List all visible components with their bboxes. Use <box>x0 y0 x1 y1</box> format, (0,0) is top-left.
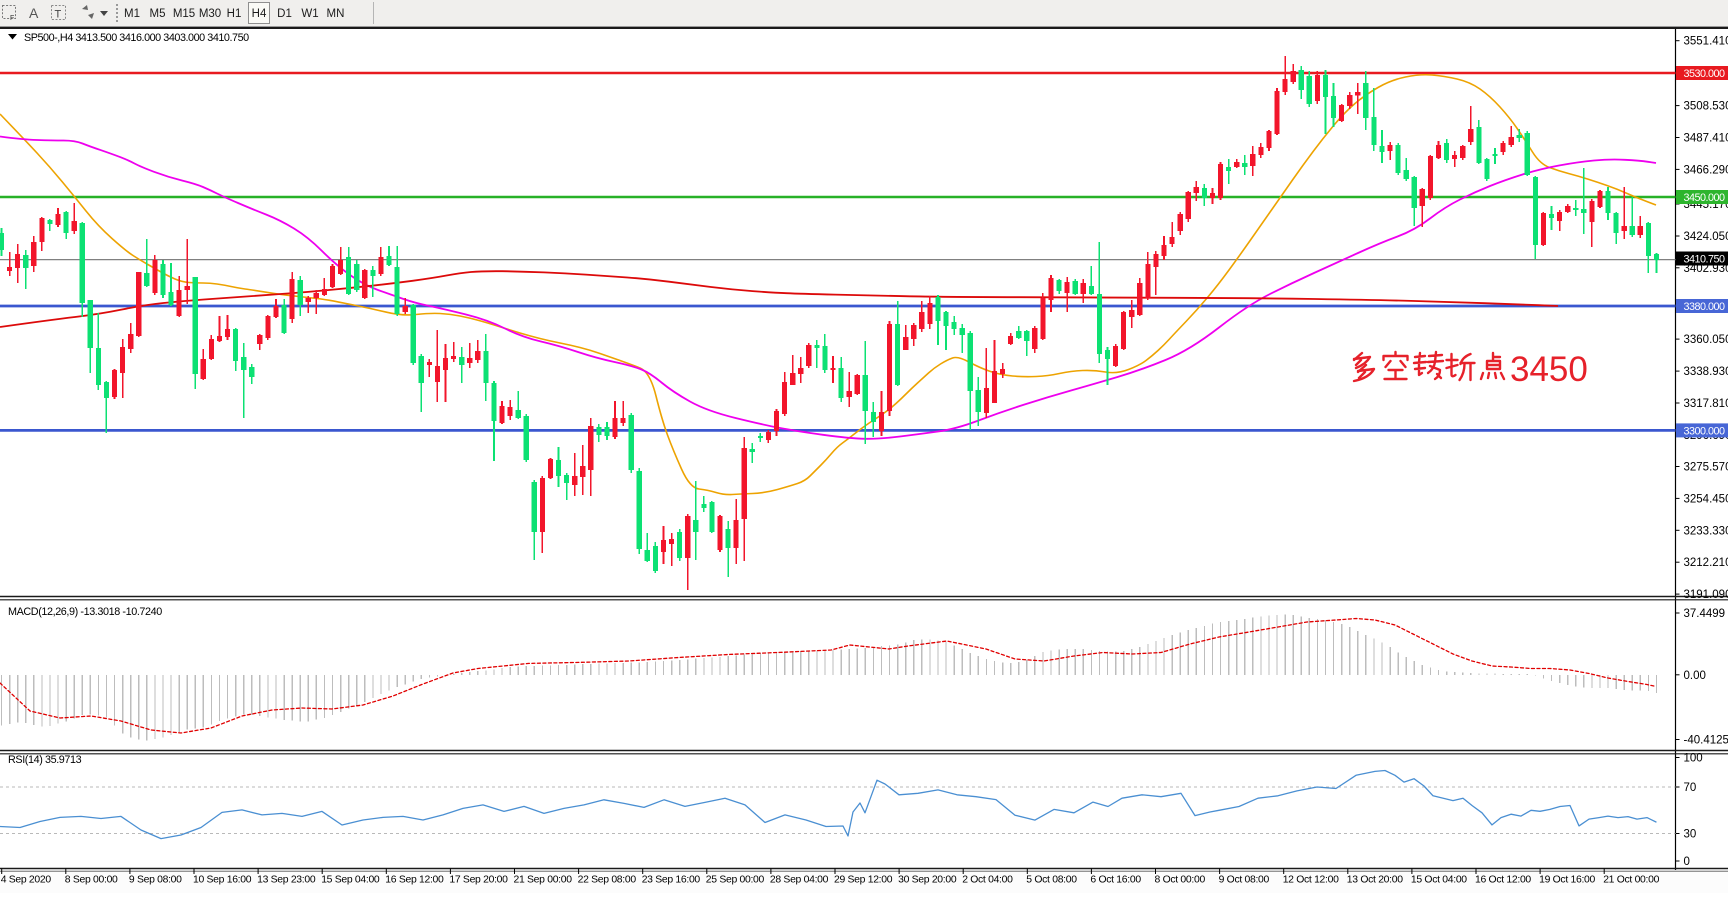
svg-text:6 Oct 16:00: 6 Oct 16:00 <box>1090 875 1141 886</box>
svg-text:3410.750: 3410.750 <box>1684 254 1726 266</box>
svg-text:3233.330: 3233.330 <box>1684 525 1728 537</box>
svg-text:3380.000: 3380.000 <box>1684 301 1726 313</box>
svg-text:M1: M1 <box>124 8 140 20</box>
svg-text:16 Oct 12:00: 16 Oct 12:00 <box>1475 875 1531 886</box>
svg-text:H4: H4 <box>252 8 267 20</box>
svg-text:M30: M30 <box>199 8 221 20</box>
svg-text:3338.930: 3338.930 <box>1684 366 1728 378</box>
svg-text:3317.810: 3317.810 <box>1684 398 1728 410</box>
svg-text:3191.090: 3191.090 <box>1684 589 1728 601</box>
svg-text:3508.530: 3508.530 <box>1684 101 1728 113</box>
svg-text:15 Sep 04:00: 15 Sep 04:00 <box>321 875 380 886</box>
svg-text:10 Sep 16:00: 10 Sep 16:00 <box>193 875 252 886</box>
svg-text:22 Sep 08:00: 22 Sep 08:00 <box>578 875 637 886</box>
svg-text:MN: MN <box>327 8 345 20</box>
svg-text:0.00: 0.00 <box>1684 670 1706 682</box>
svg-text:16 Sep 12:00: 16 Sep 12:00 <box>385 875 444 886</box>
svg-text:A: A <box>29 5 39 21</box>
svg-text:0: 0 <box>1684 856 1690 868</box>
svg-text:2 Oct 04:00: 2 Oct 04:00 <box>962 875 1013 886</box>
svg-text:3450.000: 3450.000 <box>1684 192 1726 204</box>
svg-text:100: 100 <box>1684 753 1703 765</box>
svg-text:3360.050: 3360.050 <box>1684 334 1728 346</box>
svg-text:12 Oct 12:00: 12 Oct 12:00 <box>1283 875 1339 886</box>
svg-text:4 Sep 2020: 4 Sep 2020 <box>1 875 52 886</box>
svg-text:3530.000: 3530.000 <box>1684 68 1726 80</box>
svg-text:3212.210: 3212.210 <box>1684 557 1728 569</box>
svg-text:19 Oct 16:00: 19 Oct 16:00 <box>1539 875 1595 886</box>
svg-text:8 Sep 00:00: 8 Sep 00:00 <box>65 875 118 886</box>
svg-text:30: 30 <box>1684 829 1697 841</box>
svg-text:-40.4125: -40.4125 <box>1684 735 1728 747</box>
svg-text:3424.050: 3424.050 <box>1684 231 1728 243</box>
svg-text:9 Oct 08:00: 9 Oct 08:00 <box>1219 875 1270 886</box>
svg-text:SP500-,H4 3413.500 3416.000 3: SP500-,H4 3413.500 3416.000 3403.000 341… <box>24 32 249 44</box>
svg-text:29 Sep 12:00: 29 Sep 12:00 <box>834 875 893 886</box>
svg-text:RSI(14) 35.9713: RSI(14) 35.9713 <box>8 754 82 766</box>
svg-text:17 Sep 20:00: 17 Sep 20:00 <box>449 875 508 886</box>
svg-text:13 Sep 23:00: 13 Sep 23:00 <box>257 875 316 886</box>
svg-text:3275.570: 3275.570 <box>1684 462 1728 474</box>
svg-text:T: T <box>55 9 62 21</box>
svg-text:5 Oct 08:00: 5 Oct 08:00 <box>1026 875 1077 886</box>
svg-text:3551.410: 3551.410 <box>1684 36 1728 48</box>
svg-text:W1: W1 <box>301 8 318 20</box>
svg-text:D1: D1 <box>277 8 292 20</box>
svg-text:37.4499: 37.4499 <box>1684 608 1726 620</box>
svg-text:3466.290: 3466.290 <box>1684 164 1728 176</box>
svg-text:21 Sep 00:00: 21 Sep 00:00 <box>514 875 573 886</box>
svg-text:28 Sep 04:00: 28 Sep 04:00 <box>770 875 829 886</box>
svg-text:9 Sep 08:00: 9 Sep 08:00 <box>129 875 182 886</box>
svg-text:70: 70 <box>1684 782 1697 794</box>
svg-text:15 Oct 04:00: 15 Oct 04:00 <box>1411 875 1467 886</box>
svg-text:21 Oct 00:00: 21 Oct 00:00 <box>1603 875 1659 886</box>
svg-text:3254.450: 3254.450 <box>1684 493 1728 505</box>
svg-text:25 Sep 00:00: 25 Sep 00:00 <box>706 875 765 886</box>
svg-text:3300.000: 3300.000 <box>1684 425 1726 437</box>
svg-text:F: F <box>10 15 14 22</box>
svg-text:M15: M15 <box>173 8 195 20</box>
svg-text:H1: H1 <box>227 8 242 20</box>
svg-text:M5: M5 <box>150 8 166 20</box>
svg-text:13 Oct 20:00: 13 Oct 20:00 <box>1347 875 1403 886</box>
svg-text:3487.410: 3487.410 <box>1684 133 1728 145</box>
svg-text:3450: 3450 <box>1510 350 1588 389</box>
svg-text:MACD(12,26,9) -13.3018 -10.724: MACD(12,26,9) -13.3018 -10.7240 <box>8 606 162 618</box>
svg-text:30 Sep 20:00: 30 Sep 20:00 <box>898 875 957 886</box>
svg-text:23 Sep 16:00: 23 Sep 16:00 <box>642 875 701 886</box>
svg-text:8 Oct 00:00: 8 Oct 00:00 <box>1155 875 1206 886</box>
